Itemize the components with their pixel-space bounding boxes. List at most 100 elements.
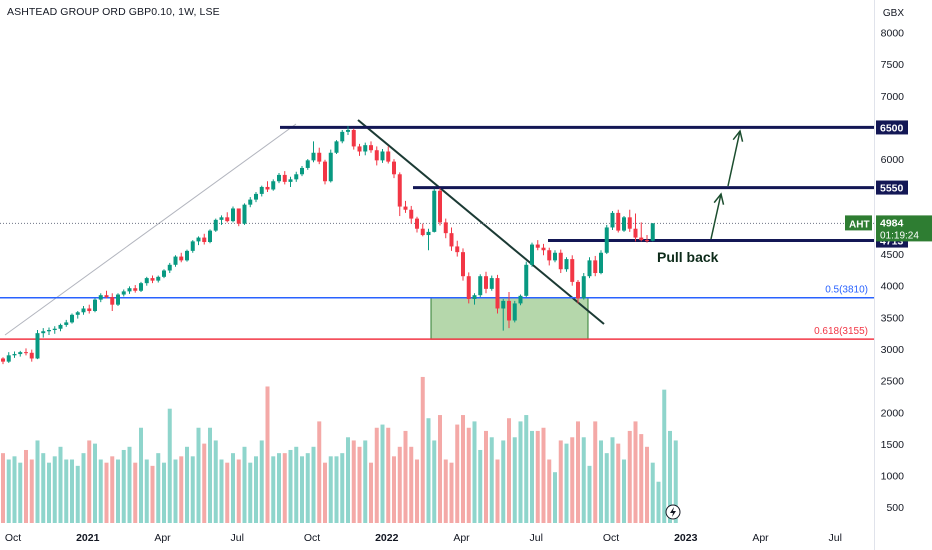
candle-body (374, 150, 379, 161)
volume-bar (622, 459, 626, 523)
horizontal-levels: 0.5(3810) 0.618(3155) (0, 125, 874, 340)
candle-body (173, 256, 178, 265)
candle-body (110, 297, 115, 305)
volume-bar (449, 462, 454, 523)
candle-body (18, 352, 23, 355)
candle-body (564, 259, 569, 270)
candle-body (64, 322, 69, 325)
candle-body (443, 222, 448, 234)
candle-body (317, 152, 322, 162)
downtrend-line (357, 119, 605, 325)
candle-body (156, 276, 161, 281)
candle-body (6, 355, 11, 362)
volume-bar (340, 453, 345, 523)
candle-body (627, 217, 632, 229)
y-tick-label: 1000 (881, 471, 905, 483)
candle-body (645, 240, 649, 242)
level-tag-bg (876, 120, 908, 135)
volume-bar (650, 462, 655, 523)
volume-bar (455, 424, 460, 523)
candles (1, 126, 655, 365)
x-tick-label: 2023 (674, 532, 698, 544)
candle-body (616, 212, 621, 231)
arrow-shaft (727, 130, 741, 187)
candle-body (599, 252, 603, 274)
candle-body (167, 264, 172, 271)
candle-body (179, 256, 184, 261)
volume-bar (294, 446, 299, 523)
volume-bar (466, 427, 471, 523)
volume-bar (547, 459, 552, 523)
volume-bar (305, 453, 310, 523)
candle-body (144, 278, 149, 284)
volume-bar (127, 446, 132, 523)
last-price-tag-bg (876, 215, 932, 242)
volume-bar (300, 456, 304, 523)
candle-body (87, 308, 92, 312)
candle-body (363, 145, 368, 152)
y-tick-label: 2000 (881, 407, 905, 419)
y-tick-label: 3000 (881, 344, 905, 356)
candle-body (208, 230, 212, 243)
volume-bar (213, 440, 218, 523)
candle-body (570, 259, 575, 282)
volume-bar (98, 459, 103, 523)
volume-bar (530, 430, 534, 523)
candle-body (530, 244, 534, 265)
x-tick-label: Apr (154, 532, 171, 544)
candle-body (501, 300, 506, 309)
time-axis: Oct 2021 Apr Jul Oct 2022 Apr Jul Oct 2023 Apr Jul (5, 532, 842, 544)
lightning-glyph (670, 507, 676, 517)
level-tag-bg (876, 180, 908, 195)
candle-body (553, 252, 557, 261)
volume-bar (196, 427, 201, 523)
y-tick-label: 1500 (881, 439, 905, 451)
candle-body (47, 329, 51, 332)
candle-body (622, 217, 626, 231)
level-tag: 5550 (880, 183, 904, 195)
volume-bar (541, 427, 546, 523)
candle-body (535, 244, 540, 248)
candle-body (185, 250, 189, 261)
y-tick-label: 8000 (881, 27, 905, 39)
x-tick-label: 2021 (76, 532, 100, 544)
volume-bar (380, 424, 385, 523)
volume-bar (535, 430, 540, 523)
volume-bar (277, 453, 281, 523)
candle-body (265, 186, 270, 190)
candle-body (121, 291, 126, 295)
volume-bar (587, 465, 592, 523)
volume-bar (133, 462, 138, 523)
volume-bar (576, 421, 580, 523)
candle-body (455, 246, 460, 253)
candle-body (507, 300, 511, 321)
projection-arrows: Pull back (657, 129, 744, 265)
candle-body (438, 190, 442, 223)
volume-bar (403, 430, 408, 523)
candle-body (254, 193, 258, 200)
volume-bar (478, 449, 483, 523)
candle-body (225, 217, 230, 222)
volume-bar (139, 427, 143, 523)
candle-body (346, 129, 350, 132)
candle-body (98, 295, 103, 300)
volume-bar (231, 453, 235, 523)
volume-bar (357, 446, 362, 523)
y-tick-label: 6000 (881, 154, 905, 166)
candle-body (610, 212, 615, 228)
candle-body (282, 174, 287, 182)
volume-bar (70, 459, 74, 523)
volume-bar (225, 462, 230, 523)
volume-bar (254, 456, 258, 523)
volume-bar (518, 421, 523, 523)
volume-bar (443, 459, 448, 523)
candle-body (75, 312, 80, 315)
volume-bar (64, 459, 69, 523)
candle-body (461, 252, 465, 277)
candle-body (231, 208, 235, 222)
candle-body (403, 206, 408, 210)
volume-bar (236, 459, 241, 523)
candle-body (196, 237, 201, 242)
volume-bar (144, 459, 149, 523)
